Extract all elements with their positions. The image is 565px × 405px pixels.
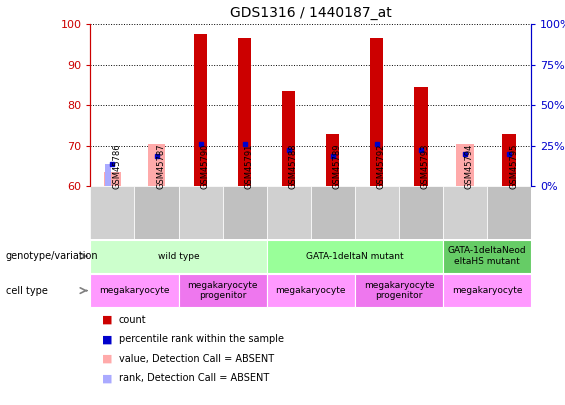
- Bar: [370, 38, 384, 186]
- Bar: [179, 274, 267, 307]
- Text: GSM45787: GSM45787: [157, 143, 166, 189]
- Bar: [104, 172, 121, 186]
- Text: GSM45795: GSM45795: [509, 143, 518, 189]
- Text: GSM45786: GSM45786: [112, 143, 121, 189]
- Text: ■: ■: [102, 315, 112, 325]
- Bar: [90, 186, 134, 239]
- Bar: [326, 134, 340, 186]
- Bar: [457, 144, 473, 186]
- Text: wild type: wild type: [158, 252, 199, 261]
- Text: GSM45793: GSM45793: [421, 143, 430, 189]
- Bar: [399, 186, 443, 239]
- Bar: [355, 274, 443, 307]
- Bar: [194, 34, 207, 186]
- Bar: [238, 38, 251, 186]
- Bar: [105, 164, 111, 186]
- Text: genotype/variation: genotype/variation: [6, 251, 98, 261]
- Text: ■: ■: [102, 373, 112, 383]
- Text: megakaryocyte: megakaryocyte: [99, 286, 170, 295]
- Bar: [90, 274, 179, 307]
- Text: megakaryocyte
progenitor: megakaryocyte progenitor: [364, 281, 434, 300]
- Bar: [414, 87, 428, 186]
- Text: megakaryocyte: megakaryocyte: [276, 286, 346, 295]
- Text: GSM45789: GSM45789: [333, 143, 342, 189]
- Bar: [443, 186, 487, 239]
- Text: percentile rank within the sample: percentile rank within the sample: [119, 335, 284, 344]
- Text: GATA-1deltaNeod
eltaHS mutant: GATA-1deltaNeod eltaHS mutant: [447, 247, 527, 266]
- Bar: [502, 134, 516, 186]
- Bar: [148, 144, 165, 186]
- Text: GSM45792: GSM45792: [377, 143, 386, 189]
- Bar: [267, 186, 311, 239]
- Bar: [223, 186, 267, 239]
- Text: count: count: [119, 315, 146, 325]
- Text: GSM45791: GSM45791: [245, 143, 254, 189]
- Text: GSM45794: GSM45794: [465, 143, 474, 189]
- Bar: [443, 274, 531, 307]
- Bar: [443, 240, 531, 273]
- Text: megakaryocyte
progenitor: megakaryocyte progenitor: [188, 281, 258, 300]
- Text: GSM45790: GSM45790: [201, 143, 210, 189]
- Text: value, Detection Call = ABSENT: value, Detection Call = ABSENT: [119, 354, 274, 364]
- Text: ■: ■: [102, 335, 112, 344]
- Bar: [90, 240, 267, 273]
- Bar: [267, 240, 443, 273]
- Text: cell type: cell type: [6, 286, 47, 296]
- Text: rank, Detection Call = ABSENT: rank, Detection Call = ABSENT: [119, 373, 269, 383]
- Bar: [134, 186, 179, 239]
- Bar: [487, 186, 531, 239]
- Text: ■: ■: [102, 354, 112, 364]
- Bar: [282, 91, 295, 186]
- Text: megakaryocyte: megakaryocyte: [452, 286, 522, 295]
- Text: GATA-1deltaN mutant: GATA-1deltaN mutant: [306, 252, 403, 261]
- Text: GSM45788: GSM45788: [289, 143, 298, 189]
- Bar: [179, 186, 223, 239]
- Bar: [311, 186, 355, 239]
- Bar: [267, 274, 355, 307]
- Bar: [355, 186, 399, 239]
- Title: GDS1316 / 1440187_at: GDS1316 / 1440187_at: [230, 6, 392, 21]
